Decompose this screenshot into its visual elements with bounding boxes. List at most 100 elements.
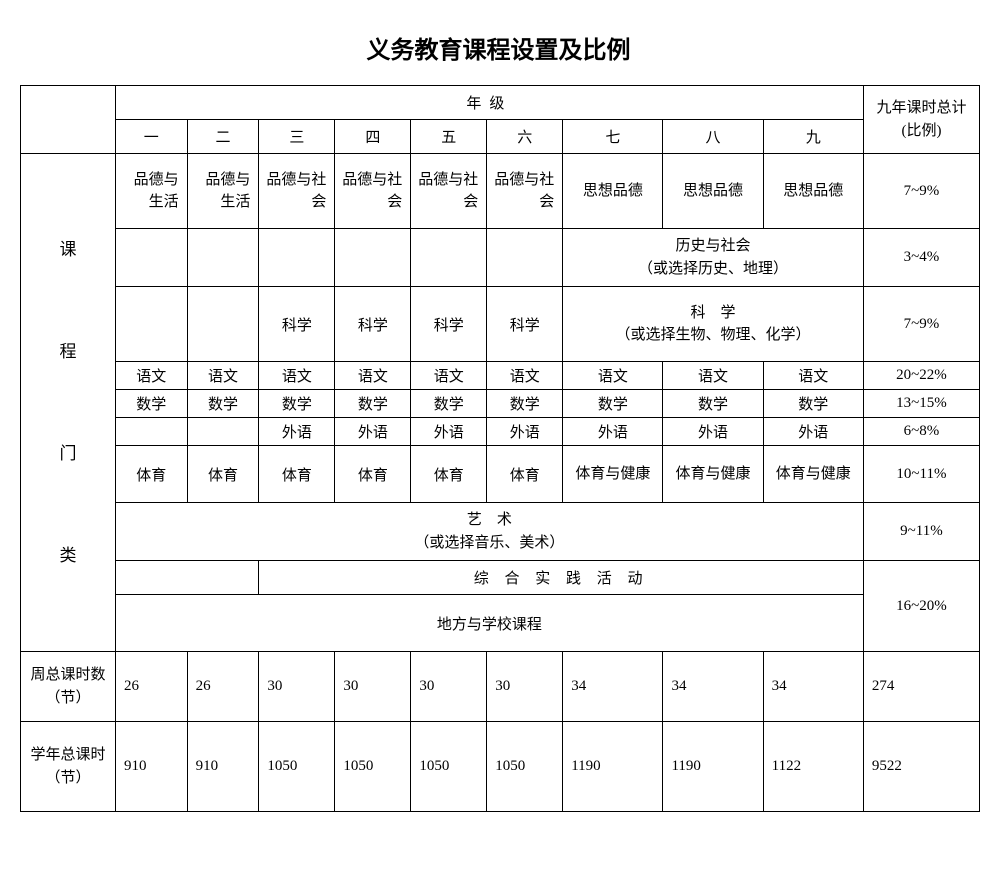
cell: 语文 [411, 362, 487, 390]
row-foreign: 外语 外语 外语 外语 外语 外语 外语 6~8% [21, 418, 980, 446]
science-merged: 科 学 （或选择生物、物理、化学） [563, 287, 864, 362]
cell [115, 561, 258, 595]
cell: 体育 [259, 446, 335, 503]
cell: 外语 [763, 418, 863, 446]
cell: 体育与健康 [763, 446, 863, 503]
cell: 体育 [187, 446, 259, 503]
cell: 语文 [115, 362, 187, 390]
total-cell: 9~11% [863, 503, 979, 561]
cell [187, 229, 259, 287]
cell [187, 418, 259, 446]
cell: 34 [663, 652, 763, 722]
row-history: 历史与社会 （或选择历史、地理） 3~4% [21, 229, 980, 287]
grade-col: 六 [487, 120, 563, 154]
yearly-label: 学年总课时（节） [21, 722, 116, 812]
cell: 1122 [763, 722, 863, 812]
cell: 26 [115, 652, 187, 722]
cell: 语文 [763, 362, 863, 390]
cell: 数学 [411, 390, 487, 418]
total-cell: 10~11% [863, 446, 979, 503]
cell: 外语 [663, 418, 763, 446]
grade-col: 七 [563, 120, 663, 154]
cell: 品德与社会 [335, 154, 411, 229]
cell: 科学 [259, 287, 335, 362]
local-merged: 地方与学校课程 [115, 595, 863, 652]
cell: 科学 [411, 287, 487, 362]
row-art: 艺 术 （或选择音乐、美术） 9~11% [21, 503, 980, 561]
cell: 思想品德 [663, 154, 763, 229]
cell: 语文 [259, 362, 335, 390]
cell: 科学 [335, 287, 411, 362]
header-blank [21, 86, 116, 154]
cell: 30 [411, 652, 487, 722]
cell: 1050 [335, 722, 411, 812]
row-morals: 课程门类 品德与生活 品德与生活 品德与社会 品德与社会 品德与社会 品德与社会… [21, 154, 980, 229]
cell: 体育 [487, 446, 563, 503]
row-science: 科学 科学 科学 科学 科 学 （或选择生物、物理、化学） 7~9% [21, 287, 980, 362]
cell: 1050 [259, 722, 335, 812]
cell: 语文 [187, 362, 259, 390]
cell: 30 [259, 652, 335, 722]
cell: 1190 [563, 722, 663, 812]
total-cell: 274 [863, 652, 979, 722]
cell: 外语 [563, 418, 663, 446]
total-cell: 7~9% [863, 154, 979, 229]
total-cell: 20~22% [863, 362, 979, 390]
cell: 体育 [335, 446, 411, 503]
cell: 语文 [487, 362, 563, 390]
grade-col: 五 [411, 120, 487, 154]
cell [411, 229, 487, 287]
cell: 科学 [487, 287, 563, 362]
weekly-label: 周总课时数（节） [21, 652, 116, 722]
cell: 外语 [411, 418, 487, 446]
cell: 语文 [663, 362, 763, 390]
total-cell: 3~4% [863, 229, 979, 287]
cell: 数学 [663, 390, 763, 418]
practice-merged: 综 合 实 践 活 动 [259, 561, 864, 595]
total-cell: 16~20% [863, 561, 979, 652]
subject-category-label: 课程门类 [21, 154, 116, 652]
header-row-2: 一 二 三 四 五 六 七 八 九 [21, 120, 980, 154]
row-local: 地方与学校课程 [21, 595, 980, 652]
cell: 品德与生活 [115, 154, 187, 229]
grade-col: 四 [335, 120, 411, 154]
cell: 26 [187, 652, 259, 722]
cell: 数学 [187, 390, 259, 418]
cell [115, 418, 187, 446]
total-header: 九年课时总计(比例) [863, 86, 979, 154]
cell: 1190 [663, 722, 763, 812]
cell: 体育与健康 [563, 446, 663, 503]
cell: 品德与社会 [487, 154, 563, 229]
history-merged: 历史与社会 （或选择历史、地理） [563, 229, 864, 287]
row-pe: 体育 体育 体育 体育 体育 体育 体育与健康 体育与健康 体育与健康 10~1… [21, 446, 980, 503]
row-practice: 综 合 实 践 活 动 16~20% [21, 561, 980, 595]
cell: 体育 [411, 446, 487, 503]
cell: 品德与生活 [187, 154, 259, 229]
cell: 数学 [763, 390, 863, 418]
row-math: 数学 数学 数学 数学 数学 数学 数学 数学 数学 13~15% [21, 390, 980, 418]
cell: 语文 [335, 362, 411, 390]
cell: 910 [115, 722, 187, 812]
row-yearly: 学年总课时（节） 910 910 1050 1050 1050 1050 119… [21, 722, 980, 812]
cell: 思想品德 [763, 154, 863, 229]
art-merged: 艺 术 （或选择音乐、美术） [115, 503, 863, 561]
grade-col: 三 [259, 120, 335, 154]
grade-group-header: 年级 [115, 86, 863, 120]
cell: 思想品德 [563, 154, 663, 229]
cell: 数学 [335, 390, 411, 418]
cell: 数学 [487, 390, 563, 418]
row-chinese: 语文 语文 语文 语文 语文 语文 语文 语文 语文 20~22% [21, 362, 980, 390]
total-cell: 13~15% [863, 390, 979, 418]
curriculum-table: 年级 九年课时总计(比例) 一 二 三 四 五 六 七 八 九 课程门类 品德与… [20, 85, 980, 812]
grade-col: 一 [115, 120, 187, 154]
cell: 30 [335, 652, 411, 722]
cell: 外语 [335, 418, 411, 446]
cell [187, 287, 259, 362]
cell: 外语 [487, 418, 563, 446]
total-cell: 6~8% [863, 418, 979, 446]
header-row-1: 年级 九年课时总计(比例) [21, 86, 980, 120]
cell: 1050 [411, 722, 487, 812]
cell [115, 229, 187, 287]
grade-col: 八 [663, 120, 763, 154]
cell: 语文 [563, 362, 663, 390]
